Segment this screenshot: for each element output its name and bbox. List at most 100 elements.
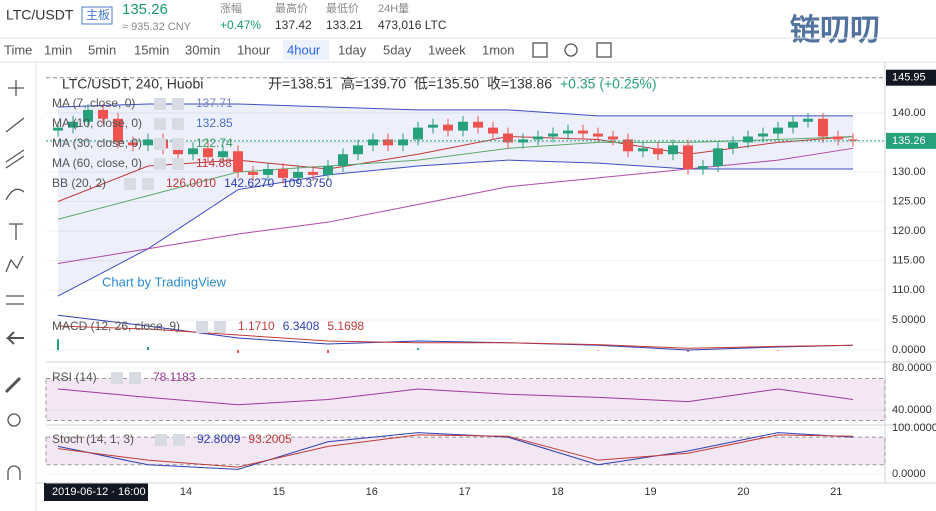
icon[interactable] bbox=[7, 465, 21, 480]
indicator-value: 92.8009 bbox=[197, 432, 241, 446]
indicator-name: MA (7, close, 0) bbox=[52, 96, 135, 110]
candle bbox=[848, 139, 858, 141]
interval[interactable]: 15min bbox=[134, 42, 169, 57]
candle bbox=[743, 136, 753, 143]
candle bbox=[398, 139, 408, 146]
candle bbox=[308, 171, 318, 175]
ohlc: 高=139.70 bbox=[341, 76, 406, 92]
icon[interactable] bbox=[5, 117, 25, 133]
active-bg bbox=[283, 40, 329, 60]
x-tick-label: 21 bbox=[830, 486, 842, 498]
candle bbox=[623, 139, 633, 152]
interval[interactable]: 1week bbox=[428, 42, 466, 57]
ohlc: 收=138.86 bbox=[487, 76, 552, 92]
label: 最低价 bbox=[326, 2, 359, 15]
candle bbox=[638, 148, 648, 152]
ohlc: 低=135.50 bbox=[414, 76, 479, 92]
interval[interactable]: 1mon bbox=[482, 42, 515, 57]
candle bbox=[488, 127, 498, 134]
cursor-box bbox=[44, 483, 148, 501]
candle bbox=[428, 124, 438, 128]
candle bbox=[608, 136, 618, 140]
candle bbox=[593, 133, 603, 137]
logo: 链叨叨 bbox=[790, 13, 880, 47]
icon[interactable] bbox=[596, 42, 612, 58]
candle bbox=[668, 145, 678, 155]
candle bbox=[278, 169, 288, 178]
line bbox=[57, 147, 854, 265]
icon[interactable] bbox=[532, 42, 548, 58]
candle bbox=[263, 169, 273, 175]
interval[interactable]: 5min bbox=[88, 42, 116, 57]
icon[interactable] bbox=[5, 149, 25, 169]
indicator-value: 93.2005 bbox=[248, 432, 292, 446]
candle bbox=[248, 171, 258, 175]
x-tick-label: 16 bbox=[366, 486, 378, 498]
icon[interactable] bbox=[7, 413, 21, 427]
interval[interactable]: Time bbox=[4, 42, 32, 57]
candle bbox=[338, 154, 348, 167]
interval[interactable]: 4hour bbox=[287, 42, 321, 57]
candle bbox=[53, 127, 63, 131]
icon[interactable] bbox=[9, 223, 23, 240]
candle bbox=[173, 148, 183, 155]
icon[interactable] bbox=[6, 295, 24, 305]
candle bbox=[578, 130, 588, 134]
histogram-bar bbox=[417, 348, 419, 351]
indicator-name: MACD (12, 26, close, 9) bbox=[52, 319, 180, 333]
badge-box bbox=[81, 6, 113, 25]
icon[interactable] bbox=[5, 255, 24, 273]
low: 133.21 bbox=[326, 18, 363, 32]
line bbox=[57, 434, 854, 468]
interval[interactable]: 1hour bbox=[237, 42, 271, 57]
icon[interactable] bbox=[8, 80, 24, 96]
icon[interactable] bbox=[5, 188, 25, 201]
indicator-value: 1.1710 bbox=[238, 319, 275, 333]
icon[interactable] bbox=[564, 43, 578, 57]
y-tick-label: 115.00 bbox=[892, 254, 925, 266]
indicator-name: RSI (14) bbox=[52, 370, 97, 384]
candle bbox=[293, 171, 303, 178]
candle bbox=[98, 109, 108, 119]
candle bbox=[83, 109, 93, 122]
candle bbox=[68, 121, 78, 128]
candle bbox=[713, 148, 723, 167]
candle bbox=[383, 139, 393, 146]
line bbox=[57, 388, 854, 406]
candle bbox=[458, 121, 468, 131]
high-label: 145.95 bbox=[892, 72, 926, 84]
label: 涨幅 bbox=[220, 2, 242, 15]
icon[interactable] bbox=[4, 376, 22, 394]
label: 最高价 bbox=[275, 1, 308, 15]
interval[interactable]: 30min bbox=[185, 42, 220, 57]
legend-btn bbox=[154, 98, 166, 110]
y-tick-label: 125.00 bbox=[892, 195, 926, 207]
legend-btn bbox=[214, 321, 226, 333]
y-tick-label: 140.00 bbox=[892, 107, 926, 119]
x-tick-label: 15 bbox=[273, 486, 285, 498]
candle bbox=[368, 139, 378, 146]
indicator-value: 132.85 bbox=[196, 116, 233, 130]
high: 137.42 bbox=[275, 18, 312, 32]
interval[interactable]: 5day bbox=[383, 42, 412, 57]
indicator-value: 6.3408 bbox=[283, 319, 320, 333]
badge: 主板 bbox=[86, 8, 110, 22]
indicator-value: 122.74 bbox=[196, 136, 233, 150]
interval[interactable]: 1min bbox=[44, 42, 72, 57]
indicator-name: MA (60, close, 0) bbox=[52, 156, 142, 170]
x-tick-label: 14 bbox=[180, 486, 192, 498]
candle bbox=[203, 148, 213, 158]
candle bbox=[323, 166, 333, 175]
cursor-label: 2019-06-12 · 16:00 bbox=[52, 486, 146, 498]
change: +0.35 (+0.25%) bbox=[560, 76, 657, 92]
y-tick-label: 0.0000 bbox=[892, 344, 926, 356]
legend-btn bbox=[172, 138, 184, 150]
y-tick-label: 0.0000 bbox=[892, 468, 926, 480]
icons bbox=[4, 42, 612, 480]
histogram-bar bbox=[57, 339, 59, 351]
price: 135.26 bbox=[122, 1, 168, 18]
legend-btn bbox=[173, 434, 185, 446]
interval[interactable]: 1day bbox=[338, 42, 367, 57]
icon[interactable] bbox=[5, 331, 24, 345]
